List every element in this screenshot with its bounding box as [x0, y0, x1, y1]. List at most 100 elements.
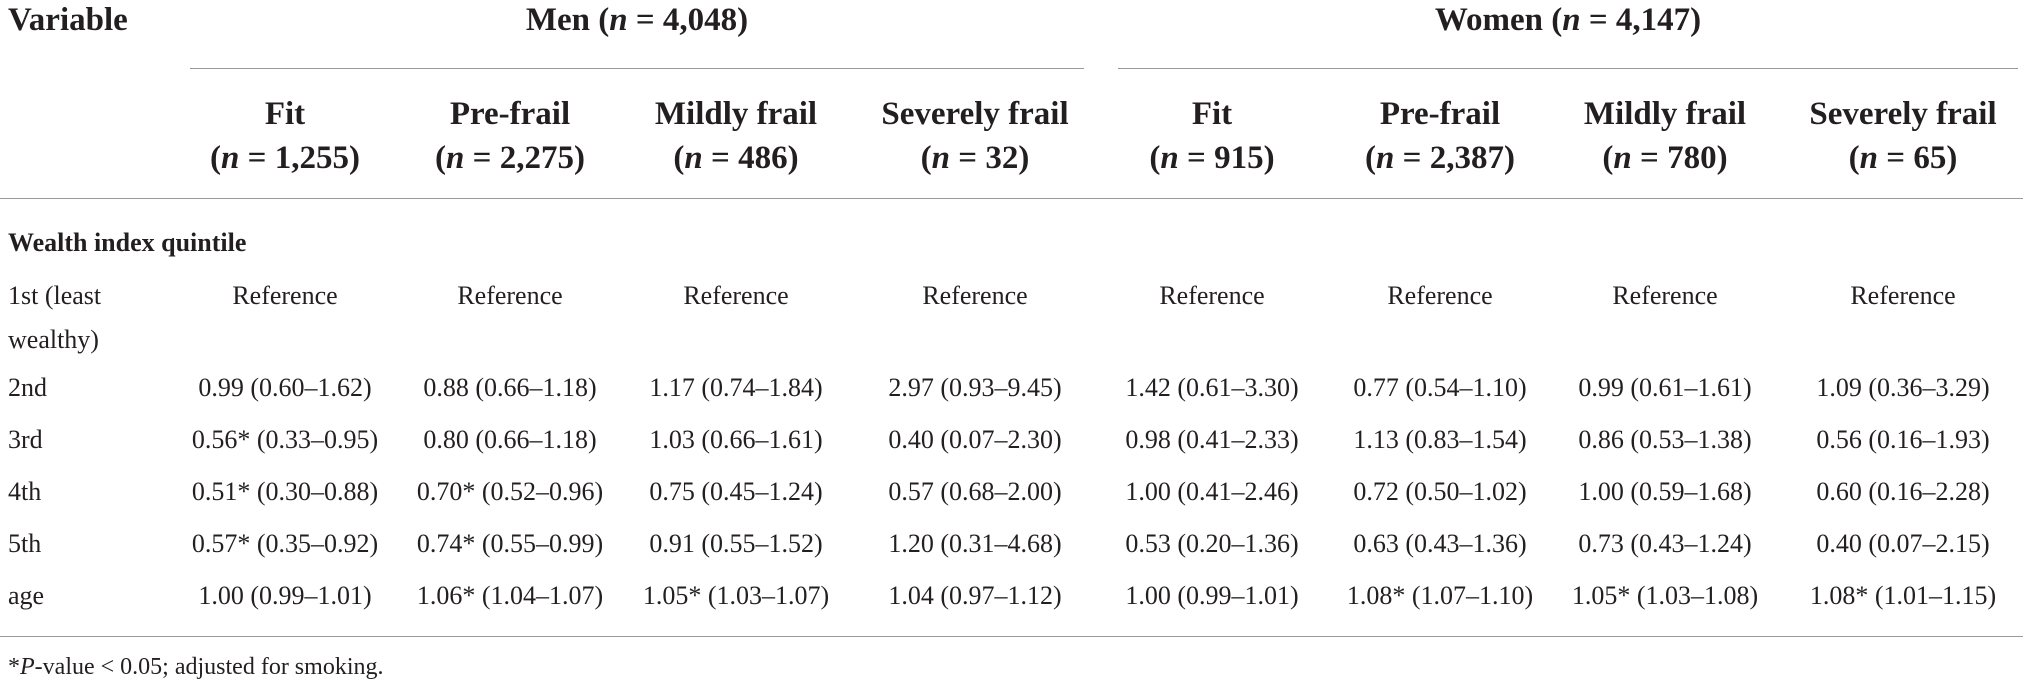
- footnote-text: -value < 0.05; adjusted for smoking.: [34, 654, 384, 680]
- table-cell: 1.06* (1.04–1.07): [416, 581, 604, 610]
- column-n-symbol: n: [1613, 140, 1632, 176]
- men-n-symbol: n: [609, 2, 628, 38]
- table-cell: Reference: [457, 281, 563, 310]
- table-cell: 0.40 (0.07–2.30): [888, 425, 1062, 454]
- column-header-n: (n = 915): [1149, 140, 1275, 176]
- column-n-symbol: n: [1859, 140, 1879, 176]
- row-label: 4th: [8, 470, 41, 514]
- table-cell: 0.51* (0.30–0.88): [191, 477, 379, 506]
- table-cell: 1.00 (0.59–1.68): [1578, 477, 1752, 506]
- women-group-rule: [1118, 68, 2018, 69]
- women-group-name: Women: [1434, 2, 1543, 38]
- column-header: Severely frail (n = 32): [860, 92, 1090, 180]
- row-label: 1st (least wealthy): [8, 274, 101, 362]
- column-n-symbol: n: [221, 140, 240, 176]
- row-label-line: 1st (least: [8, 281, 102, 310]
- row-label-line: 3rd: [8, 425, 43, 454]
- column-header-title: Severely frail: [881, 96, 1069, 132]
- men-group-header: Men (n = 4,048): [525, 2, 749, 38]
- column-header-title: Pre-frail: [449, 96, 571, 132]
- table-cell: 1.09 (0.36–3.29): [1816, 373, 1990, 402]
- table-cell: 0.72 (0.50–1.02): [1353, 477, 1527, 506]
- column-n-value: = 1,255: [247, 140, 349, 176]
- table-cell: 0.73 (0.43–1.24): [1578, 529, 1752, 558]
- column-n-value: = 65: [1886, 140, 1947, 176]
- table-cell: Reference: [232, 281, 338, 310]
- footnote-p: P: [20, 654, 35, 680]
- column-header-title: Pre-frail: [1379, 96, 1501, 132]
- column-header-n: (n = 486): [673, 140, 799, 176]
- column-n-value: = 32: [958, 140, 1019, 176]
- column-header: Pre-frail (n = 2,275): [395, 92, 625, 180]
- column-n-value: = 486: [711, 140, 788, 176]
- footnote: *P-value < 0.05; adjusted for smoking.: [8, 654, 383, 681]
- table-cell: Reference: [1850, 281, 1956, 310]
- column-n-symbol: n: [931, 140, 951, 176]
- table-cell: 0.60 (0.16–2.28): [1816, 477, 1990, 506]
- women-group-header: Women (n = 4,147): [1434, 2, 1702, 38]
- column-header-title: Severely frail: [1809, 96, 1997, 132]
- table-cell: 0.77 (0.54–1.10): [1353, 373, 1527, 402]
- row-label: 2nd: [8, 366, 47, 410]
- column-header-title: Fit: [1191, 96, 1233, 132]
- column-header: Fit (n = 915): [1097, 92, 1327, 180]
- table-cell: 0.56* (0.33–0.95): [191, 425, 379, 454]
- table-cell: 1.03 (0.66–1.61): [649, 425, 823, 454]
- column-n-value: = 2,387: [1402, 140, 1504, 176]
- table-cell: 1.05* (1.03–1.08): [1571, 581, 1759, 610]
- row-label: 3rd: [8, 418, 43, 462]
- row-label: 5th: [8, 522, 41, 566]
- column-n-symbol: n: [684, 140, 703, 176]
- header-bottom-rule: [0, 198, 2023, 199]
- column-n-symbol: n: [1376, 140, 1395, 176]
- table-cell: Reference: [1387, 281, 1493, 310]
- column-header: Mildly frail (n = 780): [1550, 92, 1780, 180]
- table-cell: 0.98 (0.41–2.33): [1125, 425, 1299, 454]
- column-n-symbol: n: [1160, 140, 1179, 176]
- table-cell: 0.91 (0.55–1.52): [649, 529, 823, 558]
- table-cell: 0.57* (0.35–0.92): [191, 529, 379, 558]
- table-cell: 0.99 (0.61–1.61): [1578, 373, 1752, 402]
- row-label-line: 2nd: [8, 373, 47, 402]
- table-cell: 1.04 (0.97–1.12): [888, 581, 1062, 610]
- table-cell: 0.80 (0.66–1.18): [423, 425, 597, 454]
- column-header-title: Mildly frail: [1583, 96, 1747, 132]
- table-cell: Reference: [683, 281, 789, 310]
- table-cell: 1.08* (1.07–1.10): [1346, 581, 1534, 610]
- column-n-value: = 780: [1640, 140, 1717, 176]
- column-n-value: = 2,275: [472, 140, 574, 176]
- women-n-symbol: n: [1562, 2, 1581, 38]
- table-cell: 0.57 (0.68–2.00): [888, 477, 1062, 506]
- column-header-n: (n = 2,387): [1365, 140, 1515, 176]
- table-cell: Reference: [922, 281, 1028, 310]
- table-cell: 0.88 (0.66–1.18): [423, 373, 597, 402]
- table-cell: 0.86 (0.53–1.38): [1578, 425, 1752, 454]
- row-label-line: age: [8, 581, 45, 610]
- row-label-line: 5th: [8, 529, 42, 558]
- row-label-line: 4th: [8, 477, 42, 506]
- table-cell: 0.99 (0.60–1.62): [198, 373, 372, 402]
- table-cell: 0.63 (0.43–1.36): [1353, 529, 1527, 558]
- column-header-title: Fit: [264, 96, 306, 132]
- column-header: Fit (n = 1,255): [170, 92, 400, 180]
- footnote-star: *: [8, 654, 20, 680]
- table-cell: 1.42 (0.61–3.30): [1125, 373, 1299, 402]
- table-cell: 1.17 (0.74–1.84): [649, 373, 823, 402]
- column-header-n: (n = 2,275): [435, 140, 585, 176]
- table-cell: 1.00 (0.99–1.01): [198, 581, 372, 610]
- section-title: Wealth index quintile: [8, 228, 247, 257]
- table-cell: 1.08* (1.01–1.15): [1809, 581, 1997, 610]
- table-cell: 0.56 (0.16–1.93): [1816, 425, 1990, 454]
- table-cell: 2.97 (0.93–9.45): [888, 373, 1062, 402]
- table-cell: 1.00 (0.99–1.01): [1125, 581, 1299, 610]
- column-header-n: (n = 32): [920, 140, 1030, 176]
- men-group-rule: [190, 68, 1084, 69]
- table-cell: 1.13 (0.83–1.54): [1353, 425, 1527, 454]
- men-n-value: = 4,048: [635, 2, 738, 38]
- women-n-value: = 4,147: [1588, 2, 1691, 38]
- table-cell: Reference: [1159, 281, 1265, 310]
- variable-header: Variable: [8, 2, 128, 38]
- column-header-title: Mildly frail: [654, 96, 818, 132]
- column-header: Mildly frail (n = 486): [621, 92, 851, 180]
- table-cell: Reference: [1612, 281, 1718, 310]
